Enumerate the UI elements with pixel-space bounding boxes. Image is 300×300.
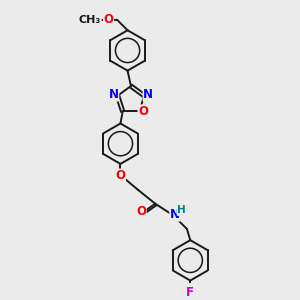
Text: O: O: [103, 13, 113, 26]
Text: N: N: [109, 88, 119, 101]
Text: O: O: [138, 105, 148, 118]
Text: F: F: [186, 286, 194, 299]
Text: CH₃: CH₃: [79, 15, 101, 25]
Text: O: O: [136, 205, 146, 218]
Text: N: N: [170, 208, 180, 221]
Text: H: H: [178, 206, 186, 215]
Text: O: O: [116, 169, 125, 182]
Text: N: N: [143, 88, 153, 101]
